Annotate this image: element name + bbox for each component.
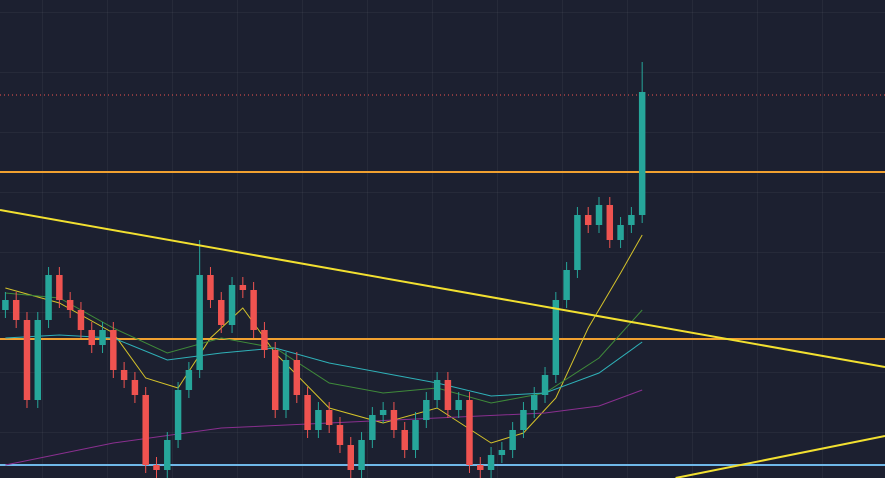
candle-body <box>12 300 20 320</box>
candle-body <box>466 400 473 465</box>
candle-body <box>174 390 182 440</box>
moving-average <box>5 389 643 466</box>
candle-body <box>617 225 624 240</box>
candle-body <box>271 350 279 410</box>
candle-body <box>487 455 495 470</box>
candle-body <box>325 410 333 425</box>
candle-body <box>34 320 42 400</box>
candle-body <box>628 215 635 225</box>
candle-body <box>638 92 646 215</box>
candle-body <box>239 285 247 290</box>
candle-body <box>153 465 160 470</box>
candle-body <box>584 215 592 225</box>
candle-body <box>358 440 365 470</box>
candle-body <box>423 400 430 420</box>
candle-body <box>77 310 85 330</box>
candle-body <box>250 290 257 330</box>
candle-body <box>315 410 322 430</box>
candle-body <box>45 275 52 320</box>
candle-body <box>164 440 171 470</box>
candle-body <box>228 285 236 325</box>
candle-body <box>293 360 301 395</box>
candle-body <box>66 300 74 310</box>
candle-body <box>218 300 225 325</box>
candle-body <box>455 400 462 410</box>
candle-body <box>509 430 516 450</box>
candle-body <box>379 410 387 415</box>
candle-body <box>541 375 549 395</box>
candle-body <box>196 275 203 370</box>
candle-body <box>595 205 603 225</box>
candle-body <box>88 330 95 345</box>
candle-body <box>552 300 560 375</box>
candle-body <box>369 415 376 440</box>
candle-body <box>120 370 128 380</box>
candle-body <box>56 275 63 300</box>
candle-body <box>261 330 268 350</box>
candle-body <box>2 300 9 310</box>
candle-body <box>412 420 419 450</box>
candle-body <box>336 425 344 445</box>
candle-body <box>433 380 441 400</box>
candle-body <box>23 320 31 400</box>
candle-body <box>142 395 149 465</box>
candle-body <box>477 465 484 470</box>
candle-body <box>282 360 290 410</box>
candle-body <box>390 410 398 430</box>
candle-body <box>520 410 527 430</box>
candle-body <box>347 445 354 470</box>
candle-body <box>574 215 581 270</box>
candle-body <box>185 370 193 390</box>
candle-body <box>110 330 117 370</box>
candle-body <box>401 430 408 450</box>
candle-body <box>563 270 570 300</box>
candle-body <box>531 395 538 410</box>
candle-body <box>444 380 452 410</box>
candle-body <box>606 205 614 240</box>
candle-body <box>207 275 214 300</box>
trend-line <box>675 435 885 478</box>
trend-line <box>0 209 885 368</box>
candle-body <box>99 330 106 345</box>
candle-body <box>498 450 506 455</box>
candle-body <box>131 380 139 395</box>
candle-body <box>304 395 311 430</box>
